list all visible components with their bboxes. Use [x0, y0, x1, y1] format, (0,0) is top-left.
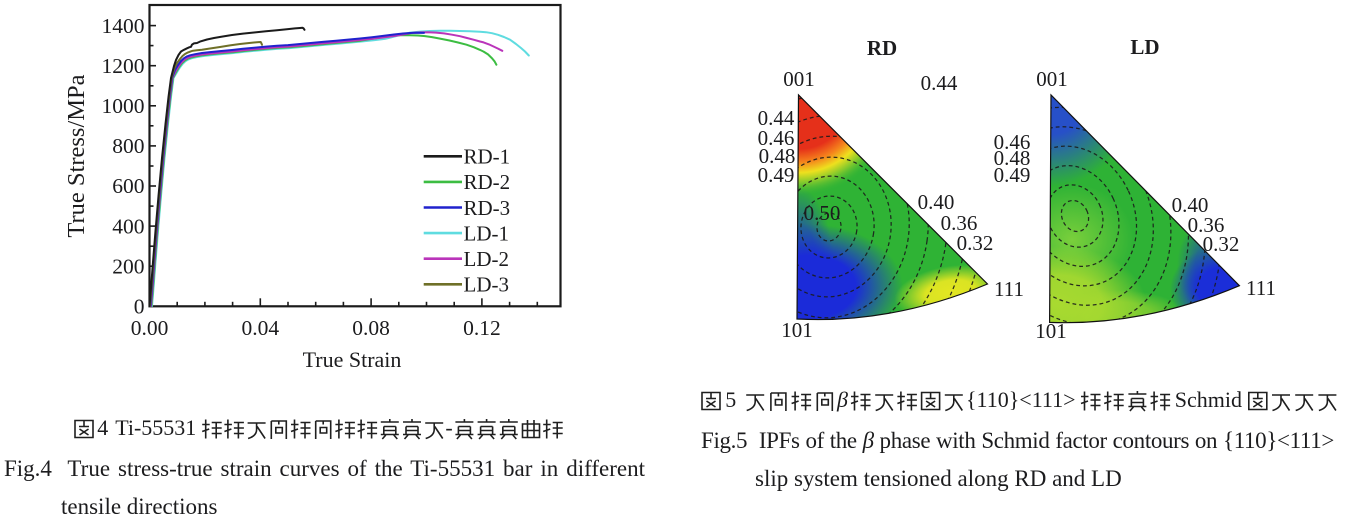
svg-text:101: 101 [781, 318, 813, 342]
svg-text:Ti-55531: Ti-55531 [115, 415, 196, 440]
svg-text:0.49: 0.49 [994, 163, 1031, 187]
svg-text:1200: 1200 [102, 54, 145, 78]
svg-text:5: 5 [725, 387, 736, 412]
svg-text:0.40: 0.40 [1172, 193, 1209, 217]
svg-text:LD: LD [1130, 35, 1159, 59]
svg-text:RD: RD [867, 36, 897, 60]
svg-text:0: 0 [134, 295, 145, 319]
svg-text:0.04: 0.04 [241, 316, 279, 340]
svg-text:1000: 1000 [102, 94, 145, 118]
svg-text:0.44: 0.44 [758, 106, 795, 130]
svg-text:0.40: 0.40 [918, 190, 955, 214]
svg-text:-: - [445, 415, 452, 440]
svg-text:0.44: 0.44 [921, 71, 958, 95]
svg-text:0.00: 0.00 [131, 316, 169, 340]
svg-text:0.50: 0.50 [804, 201, 841, 225]
svg-text:LD-2: LD-2 [464, 247, 510, 271]
svg-text:Schmid: Schmid [1175, 387, 1242, 412]
svg-text:β: β [836, 387, 848, 412]
svg-text:True Strain: True Strain [303, 347, 402, 372]
svg-text:200: 200 [112, 254, 144, 278]
svg-text:RD-3: RD-3 [464, 196, 511, 220]
svg-text:LD-3: LD-3 [464, 273, 510, 297]
svg-text:RD-1: RD-1 [464, 145, 511, 169]
svg-text:0.48: 0.48 [759, 144, 796, 168]
svg-text:{110}<111>: {110}<111> [966, 387, 1075, 412]
svg-text:0.48: 0.48 [994, 146, 1031, 170]
svg-text:True Stress/MPa: True Stress/MPa [63, 74, 90, 237]
svg-text:101: 101 [1035, 319, 1067, 343]
svg-text:0.46: 0.46 [994, 130, 1031, 154]
svg-text:0.32: 0.32 [957, 231, 994, 255]
svg-text:RD-2: RD-2 [464, 170, 511, 194]
svg-text:111: 111 [1246, 276, 1276, 300]
svg-text:600: 600 [112, 174, 144, 198]
svg-text:0.49: 0.49 [758, 163, 795, 187]
svg-text:111: 111 [994, 277, 1024, 301]
svg-text:4: 4 [97, 415, 108, 440]
svg-text:0.36: 0.36 [941, 211, 978, 235]
svg-text:001: 001 [783, 67, 815, 91]
svg-text:400: 400 [112, 214, 144, 238]
svg-text:0.46: 0.46 [758, 126, 795, 150]
svg-text:0.08: 0.08 [352, 316, 390, 340]
svg-text:1400: 1400 [102, 14, 145, 38]
svg-text:0.36: 0.36 [1188, 213, 1225, 237]
svg-text:0.12: 0.12 [463, 316, 501, 340]
svg-text:LD-1: LD-1 [464, 221, 510, 245]
svg-text:800: 800 [112, 134, 144, 158]
svg-text:001: 001 [1036, 67, 1068, 91]
svg-text:0.32: 0.32 [1203, 232, 1240, 256]
